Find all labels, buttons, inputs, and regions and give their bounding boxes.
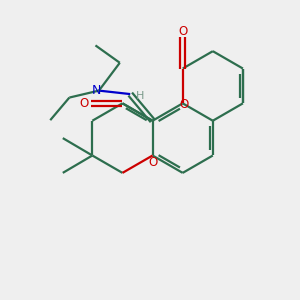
Text: N: N — [92, 84, 101, 97]
Text: O: O — [178, 25, 187, 38]
Text: O: O — [179, 98, 188, 111]
Text: O: O — [79, 97, 88, 110]
Text: O: O — [148, 155, 157, 169]
Text: H: H — [136, 91, 144, 100]
